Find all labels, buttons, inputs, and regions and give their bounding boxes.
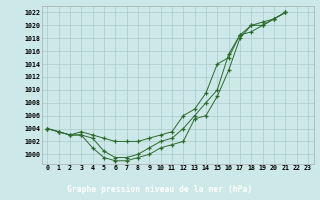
Text: Graphe pression niveau de la mer (hPa): Graphe pression niveau de la mer (hPa) xyxy=(68,186,252,194)
